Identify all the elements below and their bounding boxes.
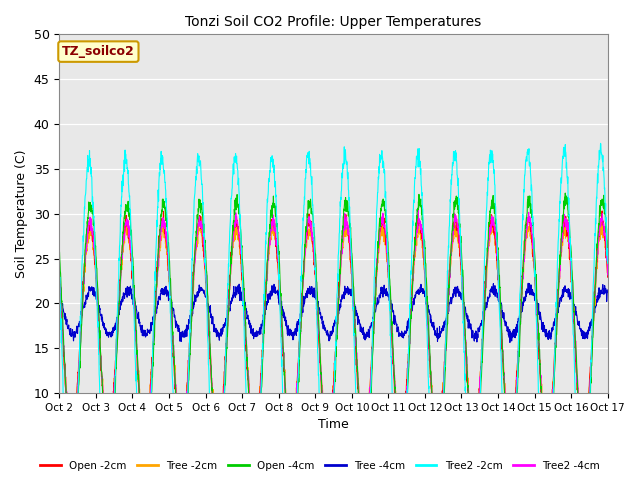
Y-axis label: Soil Temperature (C): Soil Temperature (C) [15, 149, 28, 278]
Title: Tonzi Soil CO2 Profile: Upper Temperatures: Tonzi Soil CO2 Profile: Upper Temperatur… [186, 15, 482, 29]
Text: TZ_soilco2: TZ_soilco2 [62, 45, 135, 58]
X-axis label: Time: Time [318, 419, 349, 432]
Legend: Open -2cm, Tree -2cm, Open -4cm, Tree -4cm, Tree2 -2cm, Tree2 -4cm: Open -2cm, Tree -2cm, Open -4cm, Tree -4… [36, 456, 604, 475]
